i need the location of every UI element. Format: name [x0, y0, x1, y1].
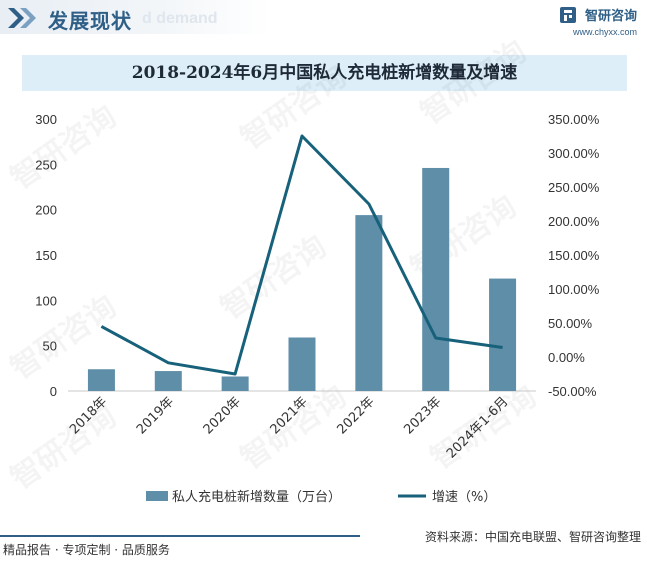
bar: [489, 278, 517, 391]
section-title: 发展现状: [48, 9, 132, 33]
y-right-tick-label: 350.00%: [548, 112, 600, 127]
brand-name: 智研咨询: [584, 9, 637, 24]
legend-bar-label: 私人充电桩新增数量（万台）: [172, 489, 341, 505]
y-right-tick-label: 50.00%: [548, 316, 593, 331]
bar: [422, 167, 450, 391]
y-right-tick-label: 200.00%: [548, 214, 600, 229]
y-right-tick-label: -50.00%: [548, 384, 597, 399]
y-right-tick-label: 150.00%: [548, 248, 600, 263]
brand-url: www.chyxx.com: [572, 27, 637, 37]
x-tick-label: 2023年: [401, 394, 444, 437]
footer-left-text: 精品报告 · 专项定制 · 品质服务: [3, 543, 170, 557]
footer-line: [0, 535, 360, 537]
x-tick-label: 2020年: [201, 394, 244, 437]
section-ghost-text: d demand: [142, 10, 218, 27]
y-left-tick-label: 100: [35, 293, 57, 308]
y-left-tick-label: 0: [50, 384, 57, 399]
watermark-text: 智研咨询: [235, 59, 353, 156]
x-tick-label: 2019年: [134, 394, 177, 437]
bar: [154, 371, 182, 391]
header-band: [0, 0, 270, 34]
growth-line: [100, 134, 503, 376]
watermark-text: 智研咨询: [215, 229, 333, 326]
legend-line-label: 增速（%）: [432, 490, 496, 505]
y-left-tick-label: 50: [43, 339, 57, 354]
y-right-tick-label: 0.00%: [548, 350, 585, 365]
source-note: 资料来源：中国充电联盟、智研咨询整理: [424, 530, 641, 544]
watermark-text: 智研咨询: [5, 99, 123, 196]
watermark-text: 智研咨询: [5, 399, 123, 496]
watermark-text: 智研咨询: [415, 34, 533, 131]
y-right-tick-label: 300.00%: [548, 146, 600, 161]
bar: [87, 369, 115, 391]
chart-title: 2018-2024年6月中国私人充电桩新增数量及增速: [131, 63, 518, 83]
chart-title-box: 2018-2024年6月中国私人充电桩新增数量及增速: [22, 55, 627, 91]
y-right-tick-label: 100.00%: [548, 282, 600, 297]
y-left-tick-label: 250: [35, 157, 57, 172]
brand-logo-icon: [559, 6, 576, 23]
bar: [288, 337, 316, 391]
y-right-tick-label: 250.00%: [548, 180, 600, 195]
y-left-tick-label: 150: [35, 248, 57, 263]
brand: 智研咨询 www.chyxx.com: [559, 4, 637, 37]
legend-bar-swatch: [146, 491, 168, 501]
y-left-tick-label: 300: [35, 112, 57, 127]
y-left-tick-label: 200: [35, 203, 57, 218]
bar: [355, 215, 383, 391]
header: d demand 发展现状 智研咨询 www.chyxx.com: [0, 0, 647, 40]
bar: [221, 376, 249, 391]
double-chevron-icon: [8, 8, 36, 28]
